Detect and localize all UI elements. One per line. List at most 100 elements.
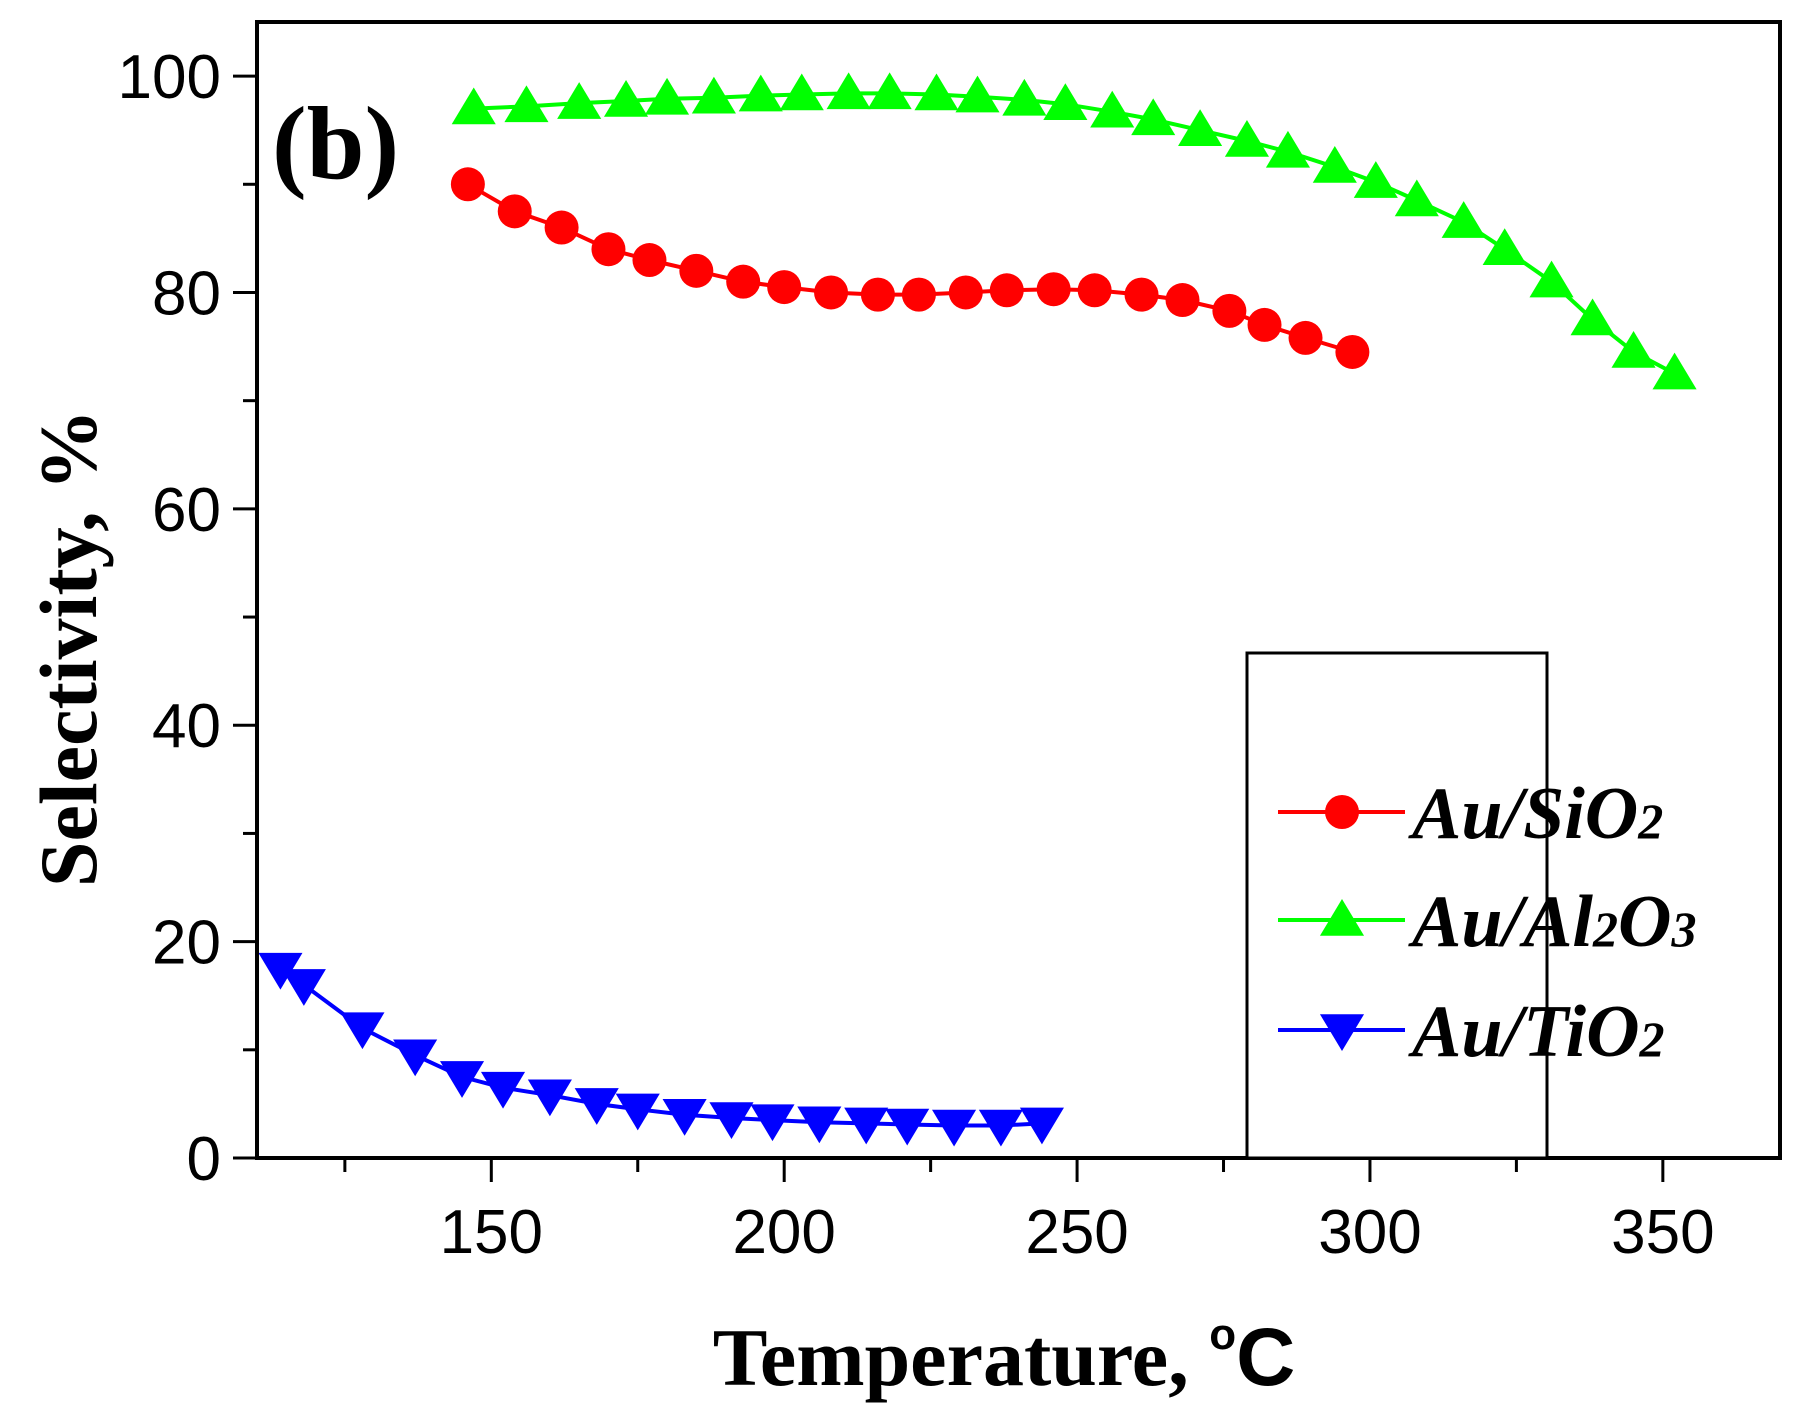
series-au-al2o3 bbox=[451, 72, 1697, 390]
data-point bbox=[901, 277, 936, 312]
x-tick-label: 300 bbox=[1318, 1198, 1421, 1267]
data-point bbox=[1247, 307, 1282, 342]
legend-label: Au/TiO2 bbox=[1408, 991, 1665, 1073]
data-point bbox=[1353, 161, 1398, 198]
data-point bbox=[557, 82, 602, 119]
y-axis-title: Selectivity, % bbox=[23, 409, 114, 887]
y-tick-label: 40 bbox=[152, 692, 221, 761]
y-tick-label: 20 bbox=[152, 909, 221, 978]
legend-label-subscript: 2 bbox=[1592, 901, 1618, 957]
data-point bbox=[885, 1108, 930, 1146]
data-point bbox=[989, 273, 1024, 308]
plot-frame bbox=[255, 20, 1782, 1160]
data-point bbox=[1212, 293, 1247, 328]
data-point bbox=[504, 85, 549, 123]
series-au-tio2 bbox=[258, 952, 1064, 1147]
legend-label-subscript: 3 bbox=[1670, 901, 1696, 957]
data-point bbox=[632, 243, 667, 278]
data-point bbox=[1224, 120, 1269, 157]
data-point bbox=[591, 232, 626, 267]
data-point bbox=[914, 73, 959, 111]
data-point bbox=[1165, 283, 1200, 318]
legend-label-subscript: 2 bbox=[1637, 793, 1663, 849]
data-point bbox=[1570, 298, 1615, 336]
data-point bbox=[679, 253, 714, 288]
x-axis-title: Temperature, oC bbox=[713, 1310, 1296, 1403]
data-point bbox=[450, 167, 485, 202]
data-point bbox=[1019, 1107, 1064, 1145]
data-point bbox=[932, 1109, 977, 1147]
data-point bbox=[867, 72, 912, 110]
legend-entry: Au/TiO2 bbox=[1278, 991, 1665, 1073]
data-point bbox=[497, 194, 532, 229]
data-point bbox=[451, 87, 496, 125]
data-point bbox=[738, 74, 783, 112]
data-point bbox=[480, 1071, 526, 1109]
data-point bbox=[955, 75, 1000, 113]
data-point bbox=[603, 79, 649, 117]
data-point bbox=[340, 1012, 385, 1050]
degree-symbol: o bbox=[1209, 1310, 1236, 1359]
data-point bbox=[978, 1109, 1023, 1147]
data-point bbox=[1124, 277, 1159, 312]
data-point bbox=[615, 1093, 660, 1131]
data-point bbox=[1441, 201, 1486, 238]
data-point bbox=[1529, 260, 1574, 298]
data-point bbox=[1288, 320, 1323, 355]
data-point bbox=[814, 275, 849, 310]
data-point bbox=[779, 73, 824, 111]
data-point bbox=[767, 270, 802, 305]
data-point bbox=[844, 1107, 889, 1145]
x-axis-title-text: Temperature, bbox=[713, 1312, 1209, 1403]
data-point bbox=[691, 76, 736, 114]
series-layer bbox=[258, 72, 1697, 1147]
data-point bbox=[1482, 228, 1527, 265]
x-tick-label: 150 bbox=[440, 1198, 543, 1267]
data-point bbox=[1077, 273, 1112, 308]
y-tick-label: 80 bbox=[152, 259, 221, 328]
legend-label-subscript: 2 bbox=[1639, 1011, 1665, 1067]
data-point bbox=[1178, 109, 1223, 146]
panel-label: (b) bbox=[272, 86, 399, 201]
y-tick-label: 60 bbox=[152, 476, 221, 545]
legend-marker bbox=[1325, 795, 1359, 829]
legend-entry: Au/Al2O3 bbox=[1278, 881, 1696, 963]
data-point bbox=[281, 969, 326, 1006]
data-point bbox=[1090, 90, 1135, 128]
x-tick-label: 200 bbox=[732, 1198, 835, 1267]
legend-label-main: Au/SiO bbox=[1408, 773, 1638, 855]
data-point bbox=[644, 77, 690, 115]
legend-box bbox=[1245, 651, 1549, 1160]
y-tick-label: 0 bbox=[187, 1125, 221, 1194]
legend-label-main: Au/Al bbox=[1408, 881, 1593, 963]
legend-label-tail: O bbox=[1618, 881, 1671, 963]
data-point bbox=[948, 275, 983, 310]
data-point bbox=[439, 1061, 485, 1098]
data-point bbox=[726, 264, 761, 299]
data-point bbox=[574, 1088, 619, 1125]
data-point bbox=[393, 1039, 438, 1077]
legend-label: Au/SiO2 bbox=[1408, 773, 1663, 855]
legend-label: Au/Al2O3 bbox=[1408, 881, 1696, 963]
data-point bbox=[544, 210, 579, 245]
x-axis-unit: C bbox=[1236, 1312, 1295, 1403]
data-point bbox=[1335, 334, 1370, 369]
data-point bbox=[1394, 179, 1439, 217]
x-tick-label: 250 bbox=[1025, 1198, 1128, 1267]
data-point bbox=[750, 1104, 795, 1142]
data-point bbox=[1036, 272, 1071, 307]
data-point bbox=[826, 72, 871, 110]
legend-marker bbox=[1319, 1014, 1365, 1051]
data-point bbox=[709, 1102, 754, 1139]
data-point bbox=[1043, 83, 1088, 120]
data-point bbox=[1265, 130, 1311, 168]
data-point bbox=[1131, 98, 1176, 136]
data-point bbox=[1312, 145, 1357, 183]
y-tick-label: 100 bbox=[118, 43, 221, 112]
data-point bbox=[797, 1106, 842, 1144]
data-point bbox=[1002, 78, 1047, 116]
series-au-sio2 bbox=[450, 167, 1370, 369]
data-point bbox=[860, 277, 895, 312]
